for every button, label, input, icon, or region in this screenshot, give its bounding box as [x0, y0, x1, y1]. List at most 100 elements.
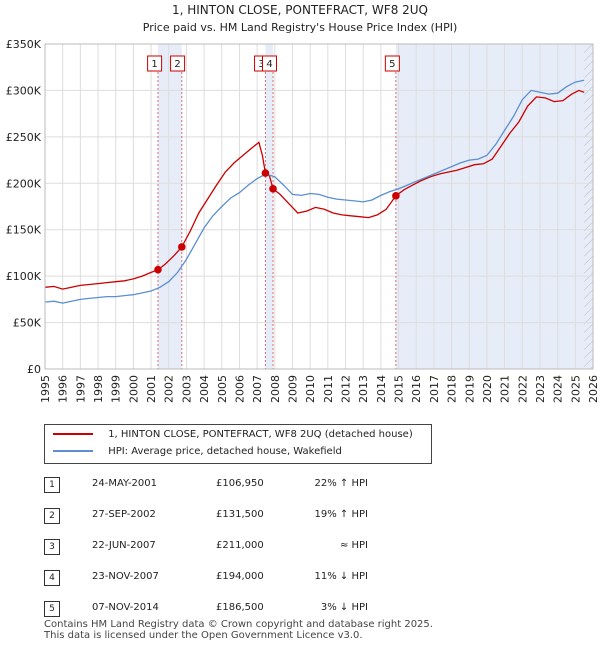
x-tick-label: 2025	[569, 375, 582, 403]
table-row: 5 07-NOV-2014 £186,500 3% ↓ HPI	[44, 596, 384, 627]
transaction-point	[178, 243, 186, 251]
x-tick-label: 2004	[198, 375, 211, 403]
x-tick-label: 2022	[516, 375, 529, 403]
transaction-hpi: 11% ↓ HPI	[314, 571, 368, 582]
transaction-label-box	[147, 55, 163, 72]
x-tick-label: 2018	[446, 375, 459, 403]
transaction-price: £186,500	[216, 602, 264, 613]
shaded-period	[395, 44, 593, 369]
y-tick-label: £300K	[6, 84, 42, 97]
x-tick-label: 2015	[393, 375, 406, 403]
transaction-label: 1	[151, 59, 157, 70]
y-tick-label: £250K	[6, 131, 42, 144]
transaction-price: £211,000	[216, 540, 264, 551]
transaction-date: 23-NOV-2007	[92, 571, 159, 582]
table-row: 3 22-JUN-2007 £211,000 ≈ HPI	[44, 534, 384, 565]
transaction-date: 22-JUN-2007	[92, 540, 156, 551]
table-row: 4 23-NOV-2007 £194,000 11% ↓ HPI	[44, 565, 384, 596]
x-tick-label: 1996	[57, 375, 70, 403]
property-price-line	[44, 89, 585, 290]
y-tick-label: £50K	[13, 317, 42, 330]
shaded-period	[157, 44, 182, 369]
transaction-point	[269, 185, 277, 193]
transaction-number: 2	[44, 508, 60, 524]
x-tick-label: 2005	[216, 375, 229, 403]
transaction-number: 4	[44, 570, 60, 586]
chart-title: 1, HINTON CLOSE, PONTEFRACT, WF8 2UQ	[172, 3, 428, 17]
footer-licence: This data is licensed under the Open Gov…	[44, 630, 363, 641]
price-chart: 1, HINTON CLOSE, PONTEFRACT, WF8 2UQ Pri…	[6, 3, 600, 403]
y-tick-label: £100K	[6, 270, 42, 283]
x-tick-label: 2003	[180, 375, 193, 403]
legend-label-hpi: HPI: Average price, detached house, Wake…	[108, 446, 342, 457]
transaction-point	[392, 192, 400, 200]
x-tick-label: 2001	[145, 375, 158, 403]
transaction-hpi: 3% ↓ HPI	[320, 602, 368, 613]
transactions-table: 1 24-MAY-2001 £106,950 22% ↑ HPI 2 27-SE…	[44, 472, 384, 627]
transaction-date: 07-NOV-2014	[92, 602, 159, 613]
x-tick-label: 2008	[269, 375, 282, 403]
legend-label-property: 1, HINTON CLOSE, PONTEFRACT, WF8 2UQ (de…	[108, 429, 413, 440]
transaction-date: 24-MAY-2001	[92, 478, 158, 489]
x-tick-label: 1995	[39, 375, 52, 403]
transaction-label-box	[384, 55, 400, 72]
x-tick-label: 2007	[251, 375, 264, 403]
x-tick-label: 2002	[163, 375, 176, 403]
x-tick-label: 1997	[74, 375, 87, 403]
transaction-hpi: 19% ↑ HPI	[314, 509, 368, 520]
x-tick-label: 2026	[587, 375, 600, 403]
x-tick-label: 2017	[428, 375, 441, 403]
x-tick-label: 2021	[499, 375, 512, 403]
y-tick-label: £200K	[6, 177, 42, 190]
y-tick-label: £350K	[6, 38, 42, 51]
x-tick-label: 2016	[410, 375, 423, 403]
x-tick-label: 2011	[322, 375, 335, 403]
hpi-line	[44, 79, 585, 304]
transaction-number: 3	[44, 539, 60, 555]
transaction-label-box	[262, 55, 278, 72]
x-tick-label: 1998	[92, 375, 105, 403]
x-tick-label: 2024	[552, 375, 565, 403]
plot-frame	[44, 43, 594, 370]
x-tick-label: 2006	[233, 375, 246, 403]
transaction-hpi: ≈ HPI	[339, 540, 368, 551]
transaction-date: 27-SEP-2002	[92, 509, 156, 520]
transaction-label-box	[170, 55, 186, 72]
plot-area: £0 £50K £100K £150K £200K £250K £300K £350K 1995…	[6, 38, 600, 403]
chart-subtitle: Price paid vs. HM Land Registry's House …	[143, 21, 458, 34]
legend: 1, HINTON CLOSE, PONTEFRACT, WF8 2UQ (de…	[44, 424, 432, 464]
projection-hatch	[584, 44, 593, 369]
x-tick-label: 2010	[304, 375, 317, 403]
transaction-label: 5	[389, 59, 395, 70]
shaded-period	[265, 44, 274, 369]
y-tick-label: £0	[27, 363, 41, 376]
transaction-price: £194,000	[216, 571, 264, 582]
legend-swatch-hpi	[53, 450, 93, 452]
footer: Contains HM Land Registry data © Crown c…	[44, 619, 433, 641]
transaction-point	[261, 169, 270, 177]
legend-item-hpi: HPI: Average price, detached house, Wake…	[53, 444, 342, 460]
legend-swatch-property	[53, 433, 93, 435]
x-tick-label: 2009	[286, 375, 299, 403]
transaction-label: 3	[258, 59, 264, 70]
transaction-hpi: 22% ↑ HPI	[314, 478, 368, 489]
x-tick-label: 2013	[357, 375, 370, 403]
x-tick-label: 2014	[375, 375, 388, 403]
x-tick-label: 2020	[481, 375, 494, 403]
transaction-point	[154, 265, 162, 274]
x-tick-label: 1999	[110, 375, 123, 403]
x-tick-label: 2019	[463, 375, 476, 403]
legend-item-property: 1, HINTON CLOSE, PONTEFRACT, WF8 2UQ (de…	[53, 427, 413, 443]
transaction-price: £106,950	[216, 478, 264, 489]
y-tick-label: £150K	[6, 224, 42, 237]
table-row: 1 24-MAY-2001 £106,950 22% ↑ HPI	[44, 472, 384, 503]
transaction-price: £131,500	[216, 509, 264, 520]
table-row: 2 27-SEP-2002 £131,500 19% ↑ HPI	[44, 503, 384, 534]
x-tick-label: 2012	[340, 375, 353, 403]
transaction-label: 2	[174, 59, 180, 70]
x-tick-label: 2000	[127, 375, 140, 403]
footer-copyright: Contains HM Land Registry data © Crown c…	[44, 619, 433, 630]
transaction-number: 5	[44, 601, 60, 617]
transaction-number: 1	[44, 477, 60, 493]
transaction-label: 4	[266, 59, 272, 70]
